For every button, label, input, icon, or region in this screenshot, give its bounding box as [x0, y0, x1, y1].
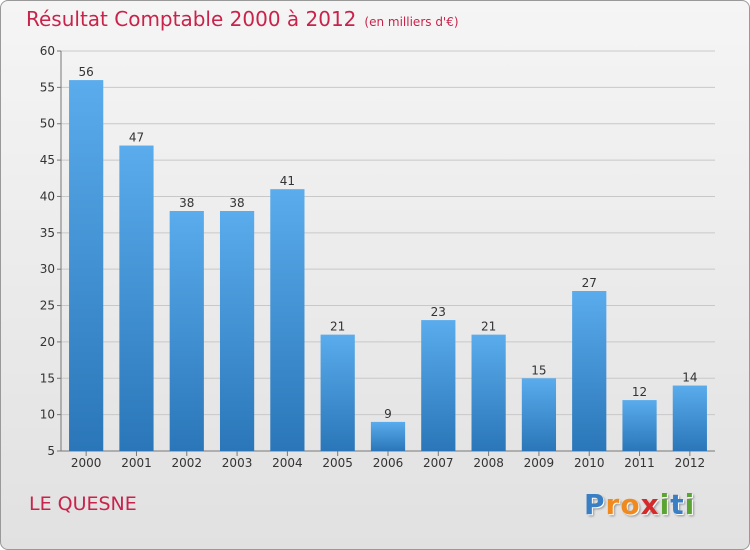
- y-tick-label-25: 25: [40, 299, 55, 313]
- bar-2009: [521, 378, 557, 451]
- y-tick-label-20: 20: [40, 335, 55, 349]
- bar-2007: [421, 320, 456, 451]
- x-tick-label-2001: 2001: [121, 456, 152, 470]
- value-label-2002: 38: [179, 196, 194, 210]
- logo-letter: i: [684, 488, 696, 521]
- logo-letter: P: [584, 488, 606, 521]
- grid-lines: [61, 50, 715, 452]
- value-label-2008: 21: [481, 320, 496, 334]
- logo-letter: i: [659, 488, 671, 521]
- x-tick-label-2008: 2008: [473, 456, 504, 470]
- value-label-2006: 9: [384, 407, 392, 421]
- logo-letter: r: [605, 488, 621, 521]
- y-tick-label-55: 55: [40, 80, 55, 94]
- bar-2004: [270, 189, 305, 451]
- y-tick-label-60: 60: [40, 44, 55, 58]
- x-tick-label-2005: 2005: [322, 456, 353, 470]
- logo-letter: t: [670, 488, 685, 521]
- y-tick-label-40: 40: [40, 189, 55, 203]
- x-tick-label-2000: 2000: [71, 456, 102, 470]
- y-tick-label-45: 45: [40, 153, 55, 167]
- value-label-2010: 27: [582, 276, 597, 290]
- y-tick-label-30: 30: [40, 262, 55, 276]
- value-label-2007: 23: [431, 305, 446, 319]
- x-tick-label-2007: 2007: [423, 456, 454, 470]
- value-label-2003: 38: [229, 196, 244, 210]
- chart-title: Résultat Comptable 2000 à 2012 (en millie…: [26, 7, 459, 31]
- x-tick-label-2012: 2012: [675, 456, 706, 470]
- axes: [57, 50, 715, 456]
- bar-2000: [69, 80, 104, 451]
- x-tick-label-2003: 2003: [222, 456, 253, 470]
- bar-2005: [320, 334, 355, 451]
- x-tick-label-2002: 2002: [171, 456, 202, 470]
- x-tick-label-2009: 2009: [524, 456, 555, 470]
- logo-letter: o: [620, 488, 641, 521]
- value-label-2011: 12: [632, 385, 647, 399]
- town-name: LE QUESNE: [29, 493, 137, 515]
- bar-2011: [622, 400, 657, 451]
- x-tick-label-2010: 2010: [574, 456, 605, 470]
- value-label-2004: 41: [280, 174, 295, 188]
- y-tick-label-15: 15: [40, 371, 55, 385]
- value-label-2009: 15: [531, 363, 546, 377]
- value-label-2000: 56: [79, 65, 94, 79]
- x-tick-label-2011: 2011: [624, 456, 655, 470]
- value-label-2001: 47: [129, 131, 144, 145]
- bar-2008: [471, 334, 506, 451]
- x-tick-label-2004: 2004: [272, 456, 303, 470]
- chart-subtitle: (en milliers d'€): [364, 15, 459, 29]
- bar-2001: [119, 145, 154, 451]
- chart-title-text: Résultat Comptable 2000 à 2012: [26, 7, 357, 31]
- bar-2006: [370, 421, 406, 451]
- value-label-2005: 21: [330, 320, 345, 334]
- proxiti-logo: Proxiti: [584, 488, 695, 521]
- value-label-2012: 14: [682, 371, 697, 385]
- y-tick-label-35: 35: [40, 226, 55, 240]
- bar-2002: [169, 211, 204, 451]
- x-tick-label-2006: 2006: [373, 456, 404, 470]
- y-tick-label-50: 50: [40, 117, 55, 131]
- logo-letter: x: [640, 488, 660, 521]
- bar-2003: [219, 211, 255, 451]
- bars: [69, 80, 707, 451]
- bar-2010: [572, 291, 607, 451]
- y-tick-label-10: 10: [40, 408, 55, 422]
- y-tick-label-5: 5: [47, 444, 55, 458]
- bar-2012: [672, 385, 707, 451]
- labels: 5 10 15 20 25 30 35 40 45 50 55 60 56 2000 47 2001 38 200…: [40, 44, 705, 470]
